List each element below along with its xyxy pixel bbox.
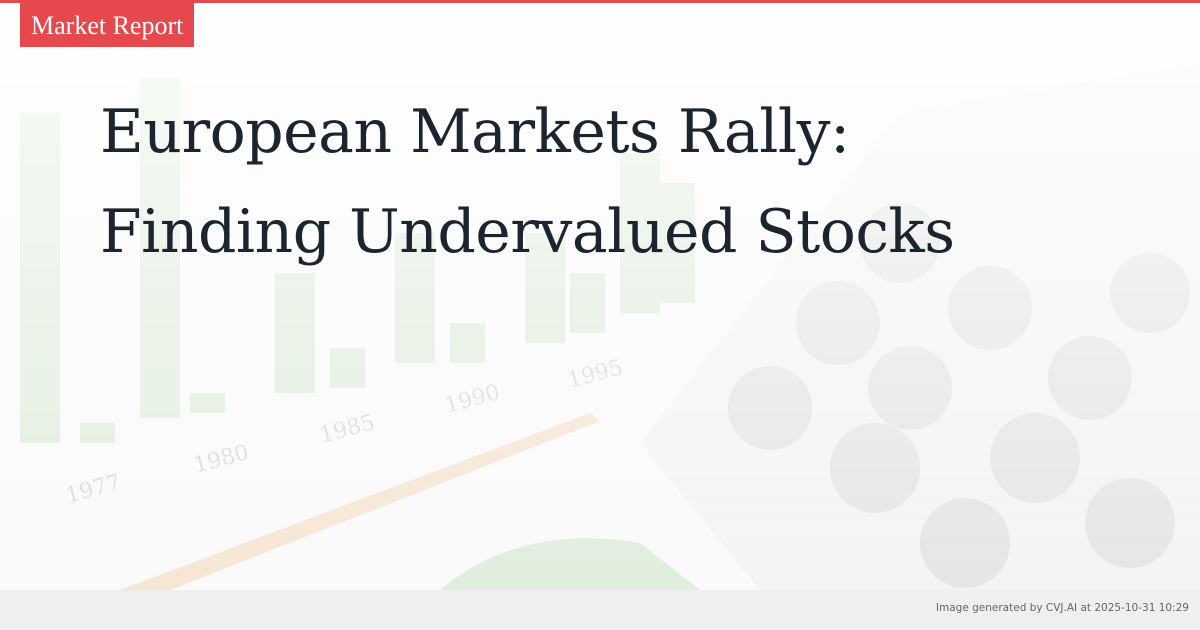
category-badge: Market Report <box>20 3 195 47</box>
footer: Image generated by CVJ.AI at 2025-10-31 … <box>0 590 1200 630</box>
headline-line-1: European Markets Rally: <box>100 97 850 167</box>
top-accent-bar <box>0 0 1200 3</box>
background-photo: 1977 1980 1985 1990 1995 <box>0 3 1200 590</box>
headline: European Markets Rally: Finding Underval… <box>100 82 1150 282</box>
headline-line-2: Finding Undervalued Stocks <box>100 197 955 267</box>
footer-credit: Image generated by CVJ.AI at 2025-10-31 … <box>935 602 1189 614</box>
